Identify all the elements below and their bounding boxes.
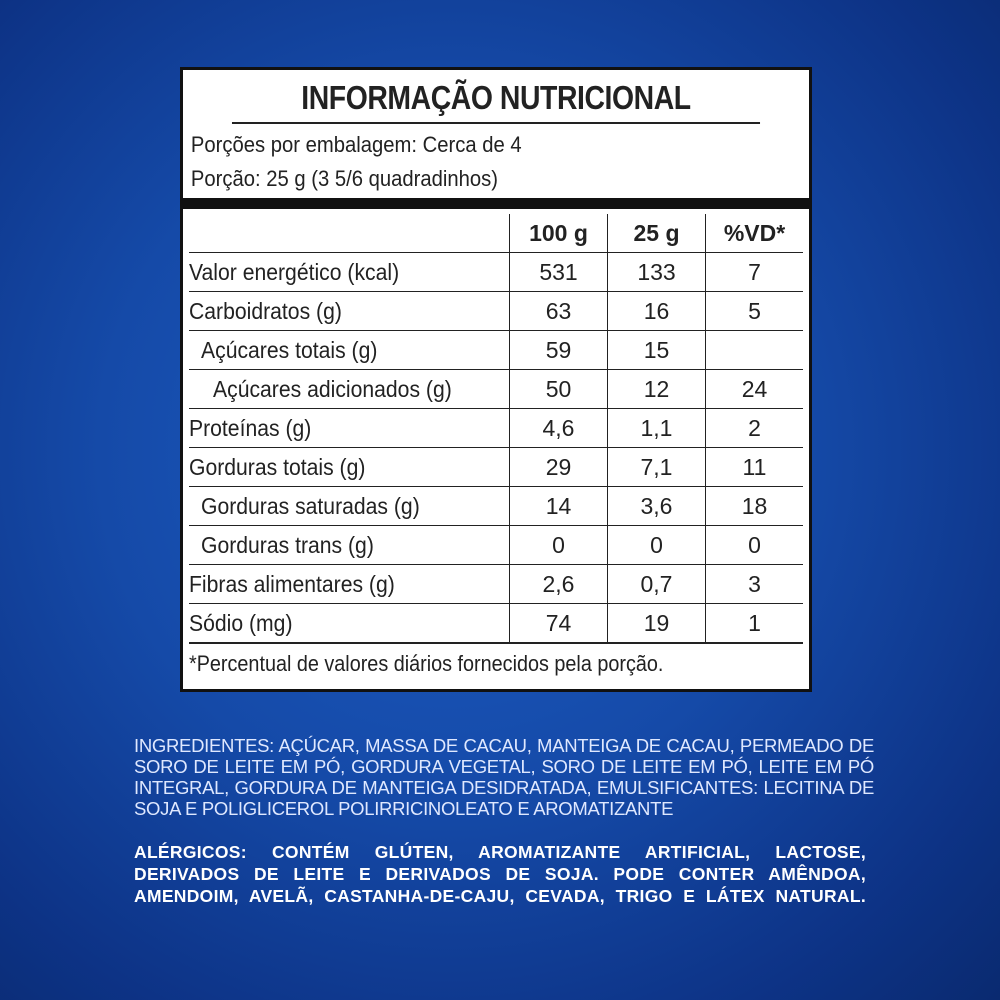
nutrient-label: Fibras alimentares (g)	[189, 564, 510, 604]
table-row: Gorduras trans (g) 0 0 0	[189, 525, 803, 565]
header-vd: %VD*	[705, 214, 803, 253]
table-row: Proteínas (g) 4,6 1,1 2	[189, 408, 803, 448]
allergens-text: ALÉRGICOS: CONTÉM GLÚTEN, AROMATIZANTE A…	[134, 842, 866, 906]
value-100g: 4,6	[509, 408, 608, 448]
nutrient-label-text: Sódio (mg)	[189, 609, 293, 636]
value-vd: 18	[705, 486, 803, 526]
value-vd: 24	[705, 369, 803, 409]
nutrient-label: Gorduras totais (g)	[189, 447, 510, 487]
nutrient-label-text: Proteínas (g)	[189, 414, 312, 441]
value-25g: 15	[607, 330, 706, 370]
table-row: Valor energético (kcal) 531 133 7	[189, 252, 803, 292]
nutrient-label-text: Açúcares totais (g)	[201, 336, 378, 363]
value-25g: 7,1	[607, 447, 706, 487]
value-25g: 0,7	[607, 564, 706, 604]
nutrient-label-text: Valor energético (kcal)	[189, 258, 400, 285]
value-100g: 74	[509, 603, 608, 644]
value-25g: 19	[607, 603, 706, 644]
value-100g: 531	[509, 252, 608, 292]
nutrient-label: Valor energético (kcal)	[189, 252, 510, 292]
value-vd: 3	[705, 564, 803, 604]
header-label	[189, 214, 510, 253]
nutrient-label: Gorduras saturadas (g)	[189, 486, 510, 526]
value-25g: 16	[607, 291, 706, 331]
nutrition-facts-panel: INFORMAÇÃO NUTRICIONAL Porções por embal…	[180, 67, 812, 692]
header-100g: 100 g	[509, 214, 608, 253]
nutrition-table: 100 g 25 g %VD* Valor energético (kcal) …	[189, 214, 803, 644]
table-row: Carboidratos (g) 63 16 5	[189, 291, 803, 331]
table-header-row: 100 g 25 g %VD*	[189, 214, 803, 253]
nutrient-label: Sódio (mg)	[189, 603, 510, 644]
nutrient-label: Carboidratos (g)	[189, 291, 510, 331]
value-vd: 1	[705, 603, 803, 644]
nutrient-label-text: Fibras alimentares (g)	[189, 570, 395, 597]
value-vd: 5	[705, 291, 803, 331]
table-row: Sódio (mg) 74 19 1	[189, 603, 803, 644]
nutrient-label: Gorduras trans (g)	[189, 525, 510, 565]
header-25g: 25 g	[607, 214, 706, 253]
nutrient-label-text: Gorduras saturadas (g)	[201, 492, 420, 519]
value-100g: 63	[509, 291, 608, 331]
value-100g: 14	[509, 486, 608, 526]
nutrient-label: Açúcares adicionados (g)	[189, 369, 510, 409]
value-100g: 29	[509, 447, 608, 487]
value-25g: 0	[607, 525, 706, 565]
table-row: Açúcares adicionados (g) 50 12 24	[189, 369, 803, 409]
value-100g: 59	[509, 330, 608, 370]
serving-size: Porção: 25 g (3 5/6 quadradinhos)	[190, 166, 499, 191]
nutrient-label-text: Açúcares adicionados (g)	[213, 375, 452, 402]
value-vd	[705, 330, 803, 370]
thick-divider	[183, 198, 809, 209]
value-vd: 7	[705, 252, 803, 292]
value-25g: 133	[607, 252, 706, 292]
nutrient-label-text: Gorduras trans (g)	[201, 531, 374, 558]
nutrient-label-text: Carboidratos (g)	[189, 297, 342, 324]
nutrient-label: Açúcares totais (g)	[189, 330, 510, 370]
value-vd: 2	[705, 408, 803, 448]
nutrition-title: INFORMAÇÃO NUTRICIONAL	[231, 70, 761, 124]
value-vd: 0	[705, 525, 803, 565]
ingredients-text: INGREDIENTES: AÇÚCAR, MASSA DE CACAU, MA…	[134, 735, 874, 819]
value-25g: 3,6	[607, 486, 706, 526]
value-100g: 50	[509, 369, 608, 409]
footnote: *Percentual de valores diários fornecido…	[189, 651, 664, 676]
value-100g: 2,6	[509, 564, 608, 604]
table-row: Fibras alimentares (g) 2,6 0,7 3	[189, 564, 803, 604]
value-25g: 12	[607, 369, 706, 409]
table-row: Açúcares totais (g) 59 15	[189, 330, 803, 370]
table-row: Gorduras saturadas (g) 14 3,6 18	[189, 486, 803, 526]
nutrient-label-text: Gorduras totais (g)	[189, 453, 366, 480]
table-row: Gorduras totais (g) 29 7,1 11	[189, 447, 803, 487]
value-100g: 0	[509, 525, 608, 565]
value-vd: 11	[705, 447, 803, 487]
servings-per-package: Porções por embalagem: Cerca de 4	[190, 132, 522, 157]
nutrient-label: Proteínas (g)	[189, 408, 510, 448]
value-25g: 1,1	[607, 408, 706, 448]
